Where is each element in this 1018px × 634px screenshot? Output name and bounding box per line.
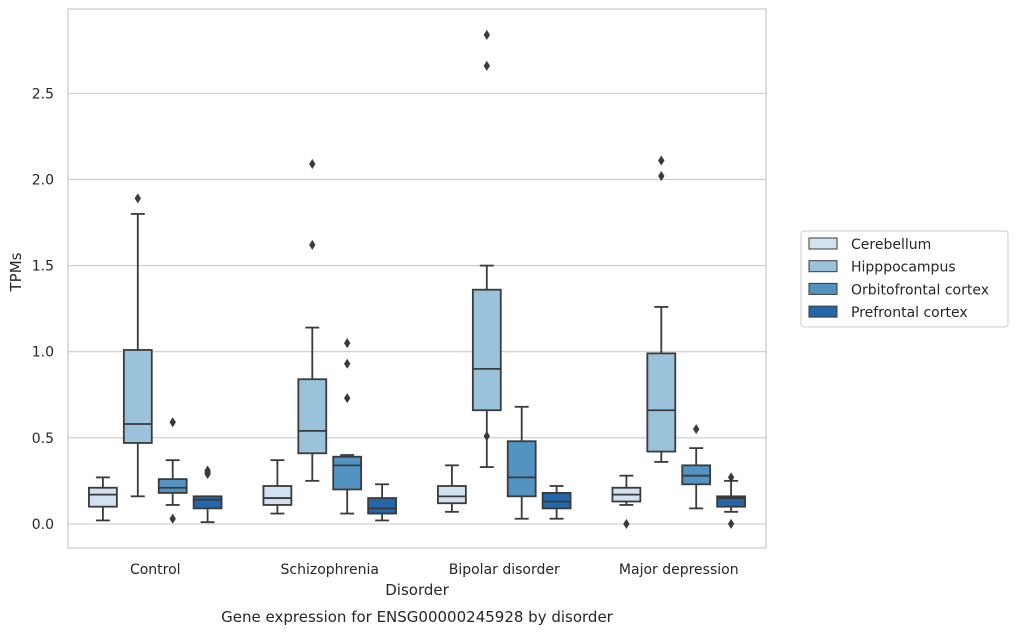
legend-swatch [808,237,838,250]
chart-caption: Gene expression for ENSG00000245928 by d… [221,608,614,626]
box-orbitofrontal-cortex [157,417,188,524]
legend: Cerebellum Hipppocampus Orbitofrontal cort… [800,230,1009,328]
outlier-point [344,358,351,369]
x-tick-label: Major depression [619,562,739,578]
y-tick-label: 2.5 [32,86,54,102]
y-axis-ticks: 0.0 0.5 1.0 1.5 2.0 2.5 [32,86,54,533]
box-hipppocampus [471,29,502,468]
box-iqr [437,485,467,505]
outlier-point [309,239,316,250]
box-iqr [122,349,153,444]
x-tick-label: Control [130,562,181,578]
outlier-point [727,472,735,483]
legend-frame [800,230,1009,328]
outlier-point [344,338,351,349]
box-cerebellum [437,464,467,513]
box-iqr [367,497,397,515]
box-prefrontal-cortex [541,485,572,520]
legend-label: Prefrontal cortex [851,305,968,321]
legend-swatch [808,260,838,273]
box-prefrontal-cortex [716,472,746,529]
outlier-point [309,158,316,169]
legend-label: Orbitofrontal cortex [851,282,989,298]
outlier-point [169,417,176,428]
outlier-point [483,29,490,40]
outlier-point [204,465,211,476]
plot-area [67,8,767,549]
outlier-point [623,518,630,529]
outlier-point [658,171,665,182]
box-iqr [157,478,188,494]
box-orbitofrontal-cortex [506,405,537,520]
box-hipppocampus [122,193,153,498]
box-cerebellum [262,459,293,515]
legend-swatch [808,282,838,295]
x-axis-ticks: Control Schizophrenia Bipolar disorder Majo… [130,562,739,578]
outlier-point [169,513,176,524]
box-prefrontal-cortex [367,483,397,522]
outlier-point [134,193,141,204]
outlier-point [658,155,665,166]
y-tick-label: 0.0 [32,517,54,533]
y-tick-label: 2.0 [32,172,54,188]
y-tick-label: 1.0 [32,345,54,361]
box-orbitofrontal-cortex [681,424,712,510]
box-iqr [262,485,293,506]
outlier-point [344,393,351,404]
box-iqr [506,440,537,498]
box-iqr [716,495,746,508]
box-orbitofrontal-cortex [332,338,363,515]
box-prefrontal-cortex [192,465,223,524]
outlier-point [727,518,735,529]
box-cerebellum [611,474,642,529]
box-iqr [332,455,363,491]
outlier-point [693,424,700,435]
box-iqr [471,288,502,412]
box-iqr [192,495,223,510]
box-iqr [297,378,328,455]
box-iqr [88,486,118,508]
box-hipppocampus [646,155,677,463]
box-groups [88,29,746,529]
legend-swatch [808,305,838,318]
x-tick-label: Bipolar disorder [449,562,560,578]
y-tick-label: 1.5 [32,259,54,275]
y-tick-label: 0.5 [32,431,54,447]
x-axis-label: Disorder [385,581,449,599]
box-cerebellum [88,476,118,522]
box-hipppocampus [297,158,328,482]
legend-label: Cerebellum [851,237,931,253]
outlier-point [483,60,490,71]
y-axis-label: TPMs [7,252,25,292]
outlier-point [483,431,490,442]
box-iqr [646,352,677,453]
legend-label: Hipppocampus [851,260,956,276]
x-tick-label: Schizophrenia [281,562,379,578]
